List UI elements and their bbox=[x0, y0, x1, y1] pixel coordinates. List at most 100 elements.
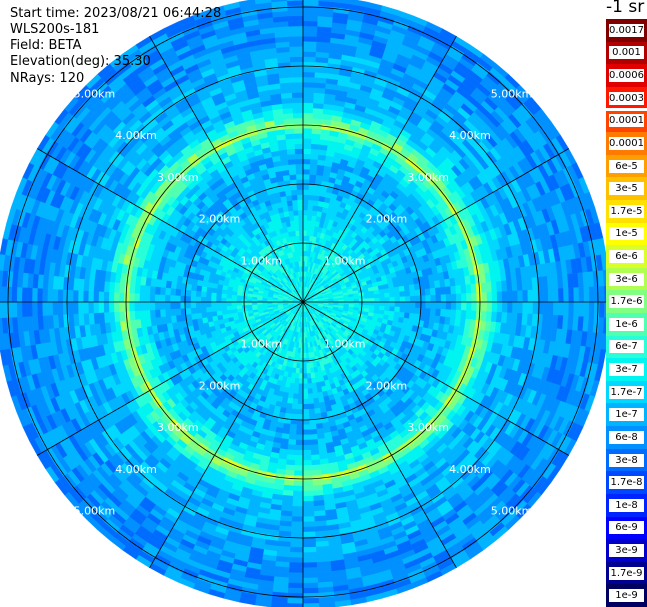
range-gate bbox=[302, 475, 313, 482]
range-gate bbox=[302, 184, 310, 190]
range-gate bbox=[302, 0, 320, 1]
range-gate bbox=[302, 546, 317, 553]
range-gate bbox=[404, 307, 411, 314]
range-gate bbox=[423, 281, 431, 290]
range-gate bbox=[296, 424, 304, 431]
range-gate bbox=[294, 444, 304, 451]
range-gate bbox=[290, 413, 298, 420]
range-gate bbox=[302, 20, 318, 27]
range-gate bbox=[450, 301, 457, 311]
range-gate bbox=[353, 298, 360, 303]
range-gate bbox=[455, 309, 462, 319]
range-gate bbox=[495, 280, 503, 293]
range-gate bbox=[471, 292, 478, 303]
range-gate bbox=[461, 293, 467, 303]
range-gate bbox=[302, 143, 312, 150]
range-gate bbox=[568, 287, 575, 303]
range-gate bbox=[302, 35, 318, 42]
range-gate bbox=[495, 311, 503, 324]
range-gate bbox=[379, 297, 386, 303]
range-gate bbox=[302, 127, 313, 134]
range-gate bbox=[311, 387, 318, 394]
range-gate bbox=[295, 439, 304, 446]
range-gate bbox=[424, 308, 431, 316]
range-gate bbox=[296, 414, 304, 420]
range-gate bbox=[299, 368, 304, 374]
range-gate bbox=[288, 562, 304, 569]
range-gate bbox=[374, 297, 380, 303]
range-gate bbox=[308, 189, 316, 196]
range-gate bbox=[310, 153, 319, 160]
range-gate bbox=[291, 403, 298, 410]
range-gate bbox=[507, 301, 513, 314]
range-gate bbox=[429, 308, 437, 317]
range-gate bbox=[578, 301, 585, 317]
range-gate bbox=[450, 285, 457, 295]
range-gate bbox=[302, 551, 317, 558]
range-gate bbox=[302, 516, 315, 523]
range-gate bbox=[288, 577, 304, 584]
range-gate bbox=[364, 301, 370, 306]
range-gate bbox=[568, 301, 575, 317]
range-gate bbox=[310, 444, 319, 451]
range-gate bbox=[298, 378, 304, 385]
range-gate bbox=[373, 293, 380, 299]
range-gate bbox=[434, 287, 442, 296]
range-gate bbox=[485, 311, 493, 323]
range-gate bbox=[409, 295, 416, 303]
range-gate bbox=[598, 285, 605, 303]
range-gate bbox=[302, 449, 312, 456]
range-gate bbox=[312, 200, 320, 207]
range-gate bbox=[302, 158, 311, 165]
range-gate bbox=[413, 313, 421, 321]
range-gate bbox=[527, 289, 534, 303]
range-gate bbox=[302, 219, 308, 226]
range-gate bbox=[311, 469, 322, 476]
range-gate bbox=[294, 454, 304, 461]
range-gate bbox=[413, 283, 421, 291]
range-gate bbox=[470, 310, 477, 321]
range-gate bbox=[313, 407, 321, 415]
range-gate bbox=[455, 293, 462, 303]
range-gate bbox=[302, 500, 314, 507]
range-gate bbox=[297, 398, 304, 405]
range-gate bbox=[302, 465, 313, 471]
range-gate bbox=[302, 582, 319, 589]
range-gate bbox=[302, 214, 308, 221]
range-gate bbox=[312, 117, 323, 125]
range-gate bbox=[302, 168, 311, 175]
range-gate bbox=[310, 449, 320, 456]
range-gate bbox=[315, 174, 324, 182]
range-gate bbox=[302, 373, 308, 379]
range-gate bbox=[378, 288, 385, 295]
range-gate bbox=[309, 423, 317, 430]
range-gate bbox=[307, 204, 314, 211]
range-gate bbox=[480, 282, 488, 293]
range-gate bbox=[414, 307, 421, 315]
range-gate bbox=[450, 309, 457, 319]
range-gate bbox=[445, 309, 452, 318]
range-gate bbox=[311, 382, 317, 389]
range-gate bbox=[394, 301, 401, 308]
range-gate bbox=[309, 439, 319, 446]
range-gate bbox=[291, 516, 304, 523]
range-gate bbox=[302, 603, 320, 607]
range-gate bbox=[573, 287, 580, 303]
range-gate bbox=[302, 403, 309, 410]
range-gate bbox=[399, 291, 406, 298]
range-gate bbox=[302, 352, 307, 359]
range-gate bbox=[404, 296, 411, 303]
range-gate bbox=[302, 51, 317, 58]
range-gate bbox=[403, 312, 411, 320]
range-gate bbox=[455, 285, 462, 295]
range-gate bbox=[306, 367, 311, 374]
range-gate bbox=[302, 388, 309, 395]
range-gate bbox=[425, 295, 432, 303]
range-gate bbox=[348, 299, 355, 303]
range-gate bbox=[302, 567, 318, 574]
range-gate bbox=[399, 306, 406, 313]
range-gate bbox=[461, 301, 467, 311]
range-gate bbox=[481, 292, 488, 303]
range-gate bbox=[310, 148, 320, 155]
